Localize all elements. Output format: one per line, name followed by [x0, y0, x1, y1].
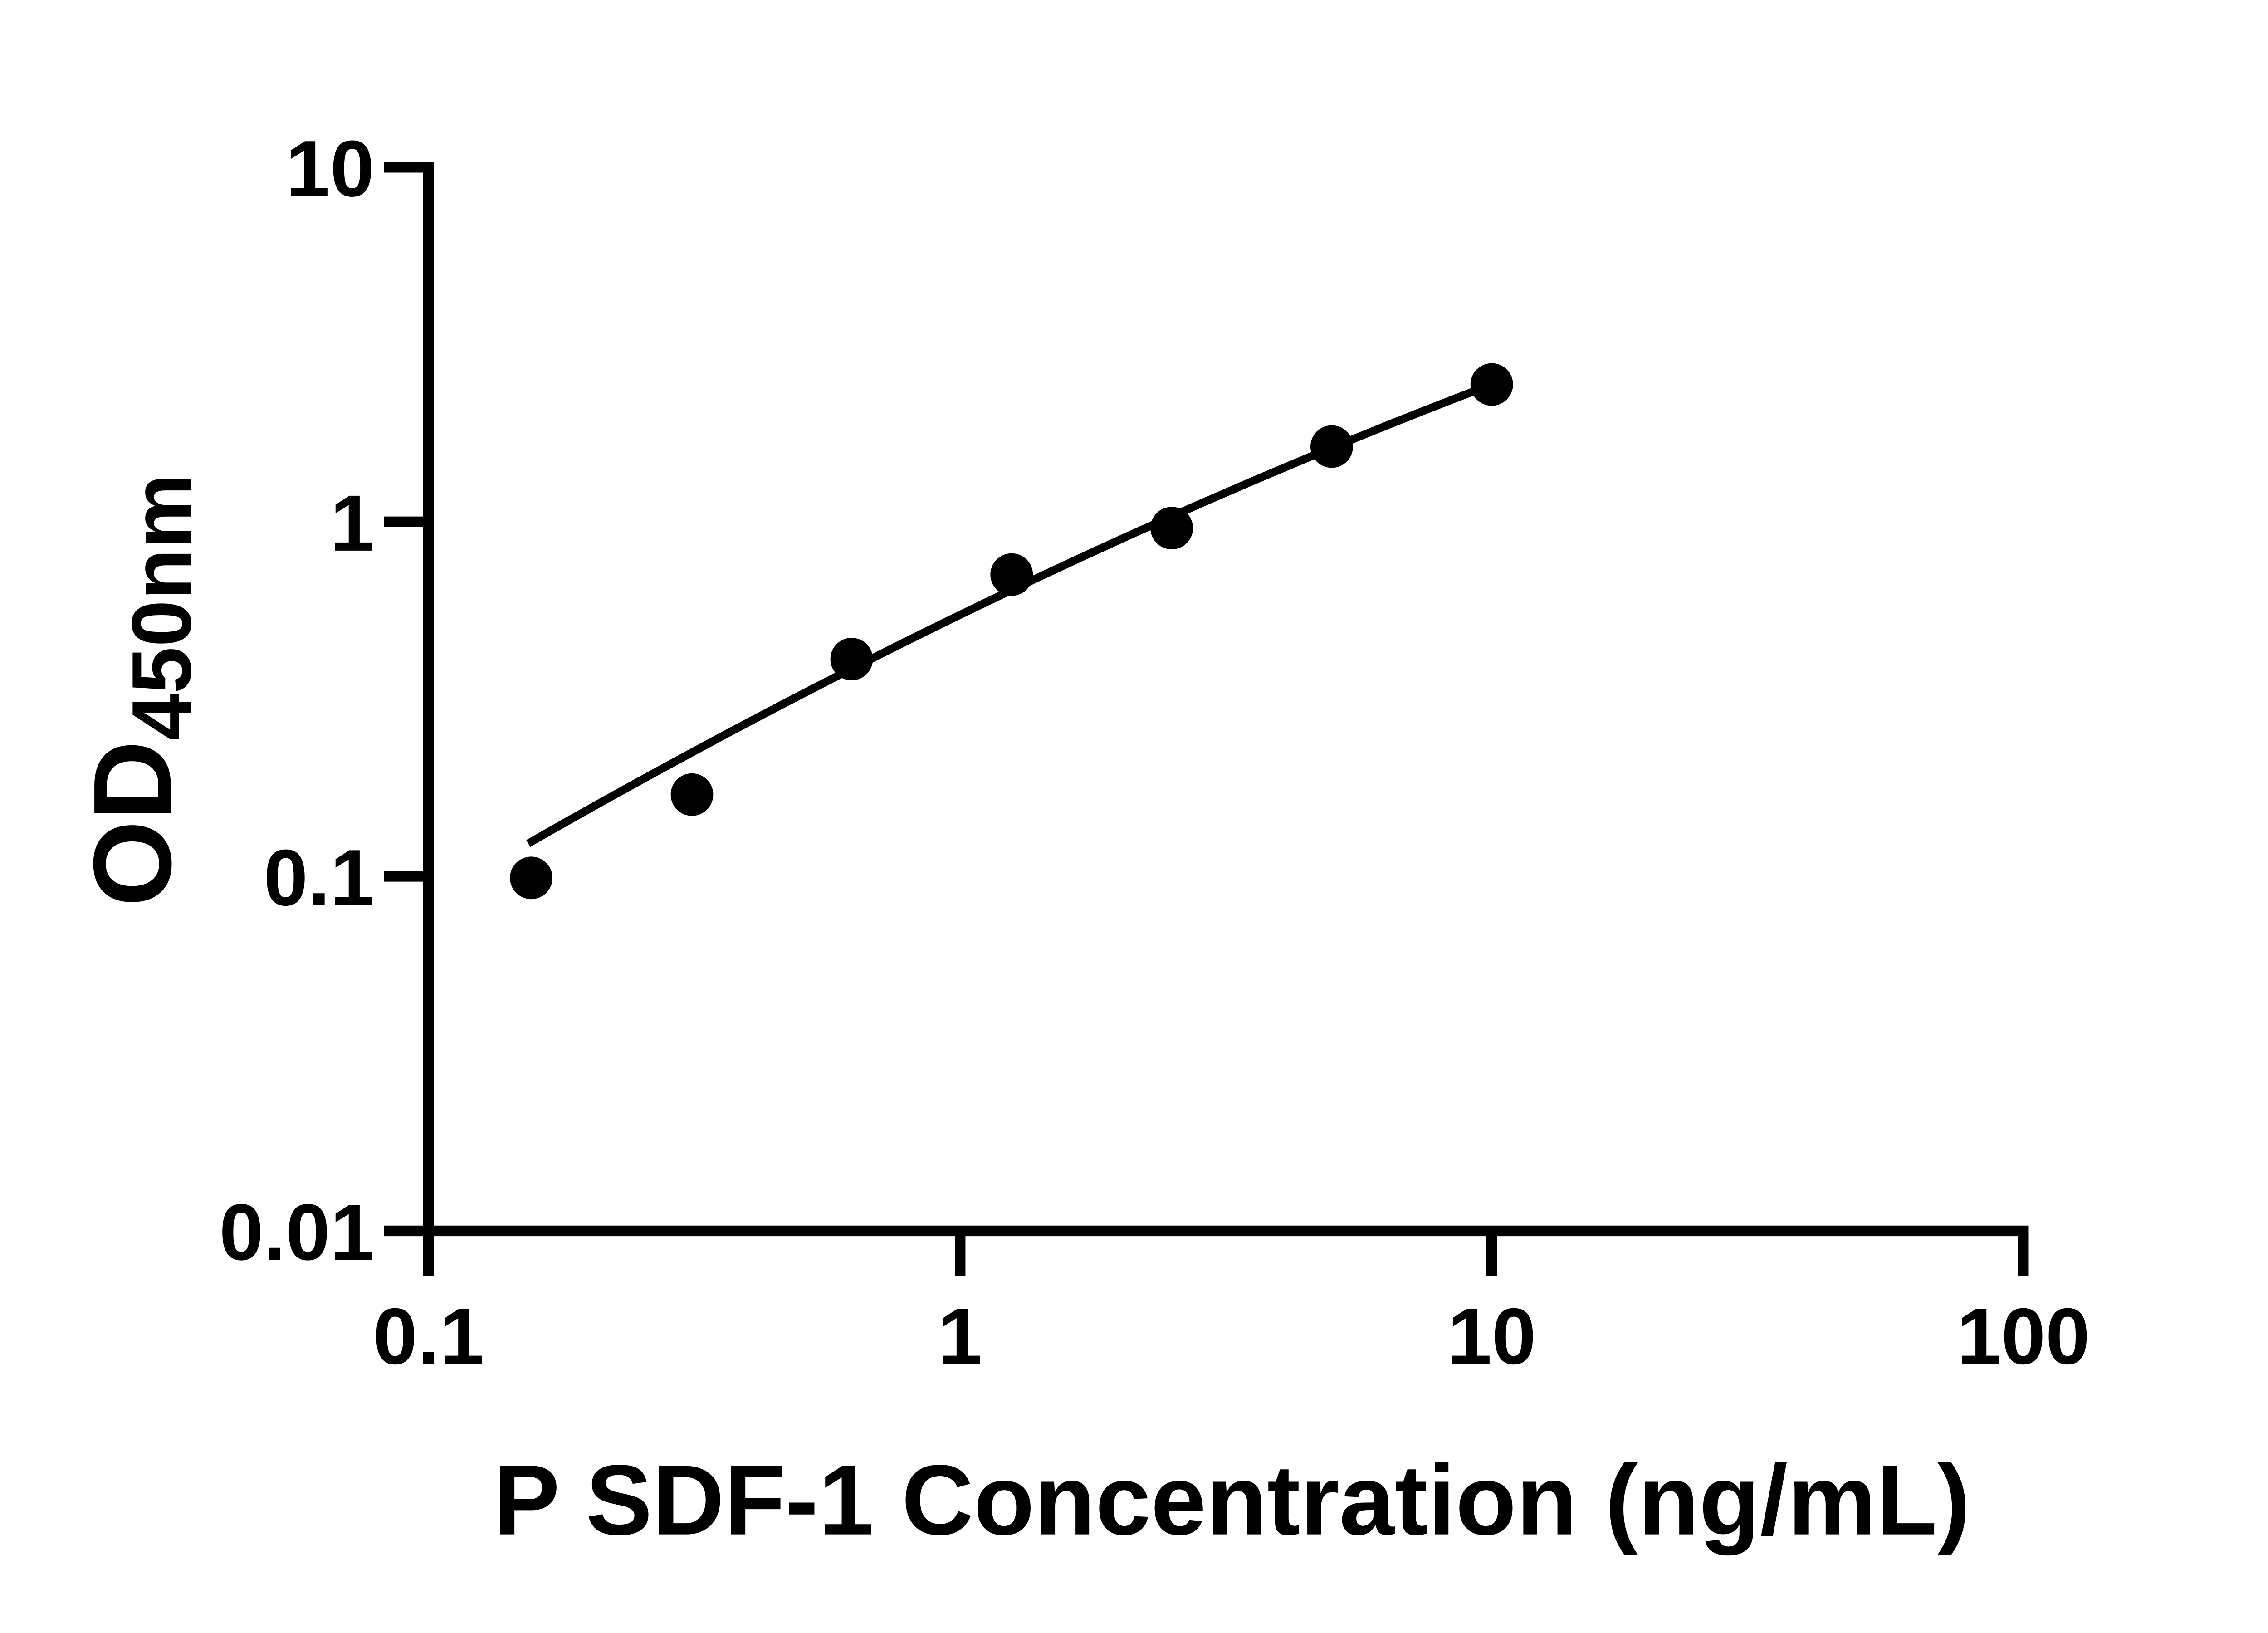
data-point-marker [1150, 507, 1193, 550]
data-points-layer [510, 363, 1513, 900]
data-point-marker [510, 856, 552, 900]
y-tick-label: 1 [330, 479, 375, 568]
y-axis-title: OD450nm [70, 474, 209, 906]
data-point-marker [670, 773, 714, 816]
y-tick-label: 0.01 [219, 1188, 374, 1277]
y-axis-title-main: OD [70, 740, 194, 906]
x-tick-label: 10 [1447, 1292, 1536, 1381]
y-tick-label: 0.1 [264, 833, 374, 922]
x-tick-label: 1 [938, 1292, 982, 1381]
svg-text:OD450nm: OD450nm [70, 474, 209, 906]
data-point-marker [990, 553, 1033, 596]
data-point-marker [1310, 425, 1353, 468]
axes-layer [384, 162, 2029, 1276]
y-axis-title-sub: 450nm [115, 474, 209, 740]
y-tick-label: 10 [286, 124, 375, 213]
tick-label-layer: 0.1 1 10 100 0.01 0.1 1 10 [219, 124, 2090, 1381]
data-point-marker [1470, 363, 1513, 406]
x-axis-title: P SDF-1 Concentration (ng/mL) [494, 1444, 1970, 1556]
x-tick-label: 0.1 [373, 1292, 484, 1381]
x-tick-label: 100 [1957, 1292, 2090, 1381]
data-point-marker [830, 638, 873, 680]
